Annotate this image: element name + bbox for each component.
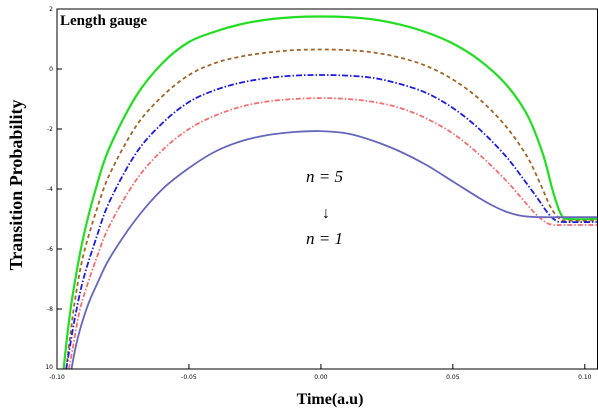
x-tick-label: 0.00 <box>314 374 328 381</box>
y-tick-label: -8 <box>47 306 53 313</box>
x-tick-label: 0.10 <box>578 374 592 381</box>
series-line-2 <box>65 48 598 370</box>
annotation-n5: n = 5 <box>306 167 343 186</box>
ticks-layer: -0.10 -0.05 0.00 0.05 0.10 2 0 -2 -4 -6 -8 10 <box>45 6 591 381</box>
y-tick-label: 10 <box>45 364 53 371</box>
annotation-arrow: ↓ <box>322 205 330 222</box>
x-tick-label: 0.05 <box>446 374 460 381</box>
x-tick-label: -0.10 <box>49 374 65 381</box>
annotation-n1: n = 1 <box>306 229 343 248</box>
y-tick-label: -2 <box>47 126 53 133</box>
series-layer <box>62 15 598 370</box>
series-line-5 <box>70 130 598 370</box>
series-line-1 <box>62 15 598 370</box>
x-axis-title: Time(a.u) <box>297 391 364 408</box>
y-tick-label: -6 <box>47 246 53 253</box>
panel-label: Length gauge <box>60 13 147 29</box>
series-line-3 <box>65 74 598 370</box>
y-tick-label: 2 <box>49 6 53 13</box>
y-axis-title: Transition Probability <box>6 100 26 271</box>
series-line-4 <box>67 97 598 370</box>
x-tick-label: -0.05 <box>181 374 197 381</box>
y-tick-label: -4 <box>47 186 53 193</box>
y-tick-label: 0 <box>49 66 53 73</box>
